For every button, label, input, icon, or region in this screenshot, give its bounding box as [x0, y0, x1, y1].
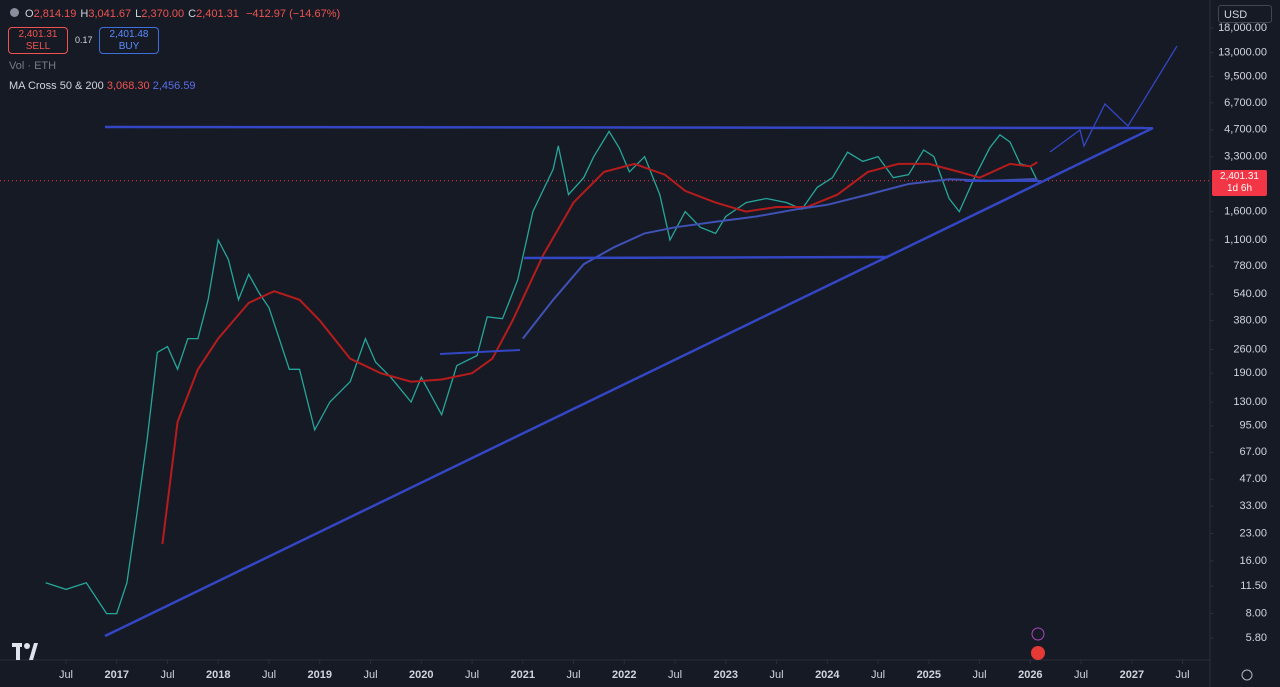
y-tick-label: 67.00	[1239, 446, 1267, 458]
countdown: 1d 6h	[1226, 182, 1253, 194]
ohlc-label: O	[25, 8, 34, 20]
x-tick-label: Jul	[59, 669, 73, 681]
y-tick-label: 380.00	[1233, 315, 1267, 327]
buy-label: BUY	[118, 41, 140, 52]
y-tick-label: 3,300.00	[1224, 151, 1267, 163]
x-tick-label: Jul	[567, 669, 581, 681]
x-tick-label: Jul	[973, 669, 987, 681]
x-tick-label: 2018	[206, 669, 230, 681]
y-tick-label: 11.50	[1240, 580, 1267, 592]
ohlc-value: 2,814.19	[33, 8, 77, 20]
change: −412.97 (−14.67%)	[245, 8, 341, 20]
event-icon[interactable]	[1031, 627, 1045, 641]
y-tick-label: 1,100.00	[1224, 234, 1267, 246]
x-tick-label: 2019	[308, 669, 332, 681]
currency-select[interactable]: USD	[1218, 5, 1272, 23]
tv-logo	[12, 643, 38, 660]
event-icon[interactable]	[1031, 646, 1045, 660]
series-line	[161, 161, 1038, 545]
x-tick-label: 2023	[714, 669, 738, 681]
x-tick-label: 2024	[815, 669, 840, 681]
ohlc-value: 2,370.00	[141, 8, 185, 20]
y-tick-label: 130.00	[1233, 396, 1267, 408]
sell-button[interactable]: 2,401.31 SELL	[8, 27, 68, 54]
y-tick-label: 5.80	[1246, 632, 1267, 644]
y-tick-label: 6,700.00	[1224, 97, 1267, 109]
buy-price: 2,401.48	[109, 29, 149, 40]
volume-label: Vol · ETH	[9, 60, 57, 72]
x-tick-label: 2022	[612, 669, 636, 681]
y-tick-label: 95.00	[1239, 420, 1267, 432]
price-label: 2,401.31 1d 6h	[1212, 169, 1267, 196]
x-tick-label: 2027	[1120, 669, 1144, 681]
price-value: 2,401.31	[1220, 170, 1259, 182]
x-tick-label: Jul	[770, 669, 784, 681]
y-tick-label: 1,600.00	[1224, 205, 1267, 217]
x-tick-label: Jul	[262, 669, 276, 681]
ma-legend: MA Cross 50 & 200 3,068.30 2,456.59	[9, 80, 196, 92]
sell-label: SELL	[25, 41, 51, 52]
sell-price: 2,401.31	[18, 29, 58, 40]
ohlc-bar: O2,814.19 H3,041.67 L2,370.00 C2,401.31 −41…	[10, 8, 340, 20]
x-tick-label: 2021	[511, 669, 535, 681]
x-tick-label: Jul	[363, 669, 377, 681]
y-tick-label: 8.00	[1246, 608, 1267, 620]
x-tick-label: Jul	[160, 669, 174, 681]
series-line	[45, 130, 1038, 615]
y-tick-label: 47.00	[1239, 473, 1267, 485]
x-tick-label: Jul	[668, 669, 682, 681]
y-tick-label: 33.00	[1239, 500, 1267, 512]
x-tick-label: 2017	[104, 669, 128, 681]
x-tick-label: 2025	[917, 669, 941, 681]
x-tick-label: Jul	[871, 669, 885, 681]
y-tick-label: 9,500.00	[1224, 70, 1267, 82]
ma-label: MA Cross 50 & 200	[9, 80, 104, 92]
buy-button[interactable]: 2,401.48 BUY	[99, 27, 159, 54]
ma-fast: 3,068.30	[106, 80, 150, 92]
ohlc-value: 3,041.67	[88, 8, 132, 20]
ohlc-label: L	[135, 8, 142, 20]
drawings	[104, 45, 1178, 638]
ohlc-label: C	[188, 8, 197, 20]
y-tick-label: 23.00	[1239, 527, 1267, 539]
y-tick-label: 260.00	[1233, 343, 1267, 355]
settings-icon[interactable]	[1241, 669, 1253, 681]
y-tick-label: 190.00	[1233, 367, 1267, 379]
x-tick-label: 2026	[1018, 669, 1042, 681]
y-tick-label: 13,000.00	[1218, 47, 1267, 59]
x-tick-label: Jul	[1074, 669, 1088, 681]
ma-slow: 2,456.59	[152, 80, 196, 92]
y-tick-label: 18,000.00	[1218, 22, 1267, 34]
spread: 0.17	[75, 35, 93, 45]
x-tick-label: 2020	[409, 669, 433, 681]
y-tick-label: 780.00	[1233, 260, 1267, 272]
y-tick-label: 16.00	[1239, 555, 1267, 567]
ohlc-value: 2,401.31	[196, 8, 239, 20]
x-tick-label: Jul	[465, 669, 479, 681]
y-tick-label: 540.00	[1233, 288, 1267, 300]
x-tick-label: Jul	[1176, 669, 1190, 681]
ohlc-label: H	[80, 8, 89, 20]
y-tick-label: 4,700.00	[1224, 124, 1267, 136]
